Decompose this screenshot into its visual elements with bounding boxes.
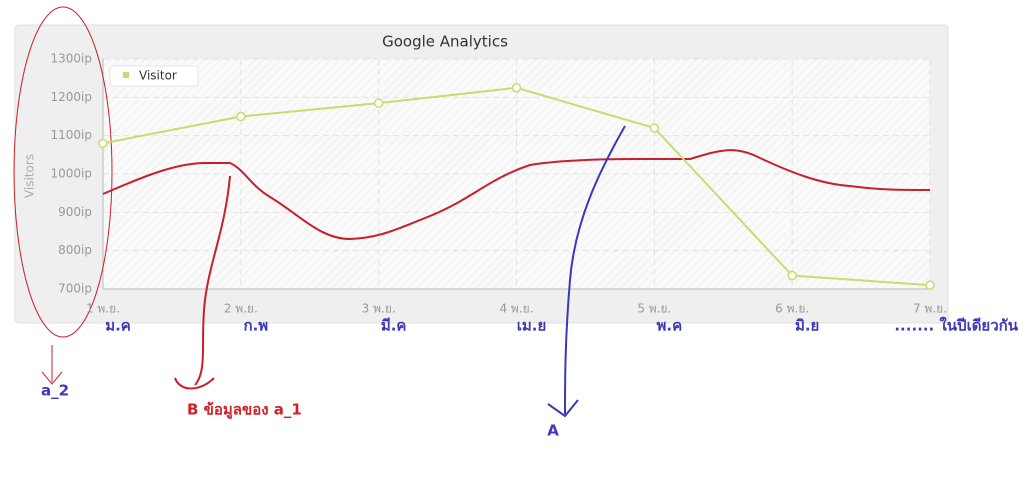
point — [787, 270, 797, 281]
x-tick-label: 6 พ.ย. — [775, 302, 809, 316]
legend-label: Visitor — [139, 69, 177, 83]
point — [98, 138, 108, 149]
y-axis-label: Visitors — [23, 154, 37, 198]
legend-box — [109, 65, 199, 87]
y-tick-label: 900ip — [58, 205, 92, 219]
arrow-a — [547, 125, 626, 418]
point — [925, 280, 935, 290]
legend-swatch — [123, 72, 129, 78]
y-tick-label: 1100ip — [51, 128, 93, 142]
hand-drawn-curve — [102, 149, 931, 241]
month-annotation: พ.ค — [657, 317, 683, 335]
month-annotation: ก.พ — [243, 317, 268, 335]
arrow-a2 — [41, 345, 63, 385]
x-tick-label: 3 พ.ย. — [362, 302, 396, 316]
x-tick-label: 7 พ.ย. — [913, 302, 947, 316]
month-annotation: เม.ย — [517, 317, 547, 335]
month-annotation: ....... ในปีเดียวกัน — [894, 317, 1018, 335]
month-annotation: มี.ค — [381, 317, 407, 335]
highlight-ellipse — [13, 6, 113, 338]
arrow-b — [174, 175, 231, 390]
point — [649, 123, 660, 133]
annotation: B ข้อมูลของ a_1 — [187, 401, 302, 420]
point — [511, 83, 522, 93]
x-tick-label: 5 พ.ย. — [637, 302, 671, 316]
y-tick-label: 1200ip — [51, 90, 93, 104]
x-tick-label: 2 พ.ย. — [224, 302, 258, 316]
y-tick-label: 1000ip — [51, 167, 93, 181]
month-annotation: มิ.ย — [795, 317, 819, 335]
point — [236, 111, 246, 122]
x-tick-label: 4 พ.ย. — [499, 302, 533, 316]
x-tick-label: 1 พ.ย. — [86, 302, 120, 316]
month-annotation: ม.ค — [105, 317, 131, 335]
annotation: A — [547, 422, 559, 440]
point — [373, 98, 384, 108]
y-tick-label: 1300ip — [51, 52, 93, 66]
y-tick-label: 800ip — [58, 243, 92, 257]
chart-title: Google Analytics — [382, 33, 508, 51]
annotation: a_2 — [41, 382, 69, 400]
y-tick-label: 700ip — [58, 282, 92, 296]
